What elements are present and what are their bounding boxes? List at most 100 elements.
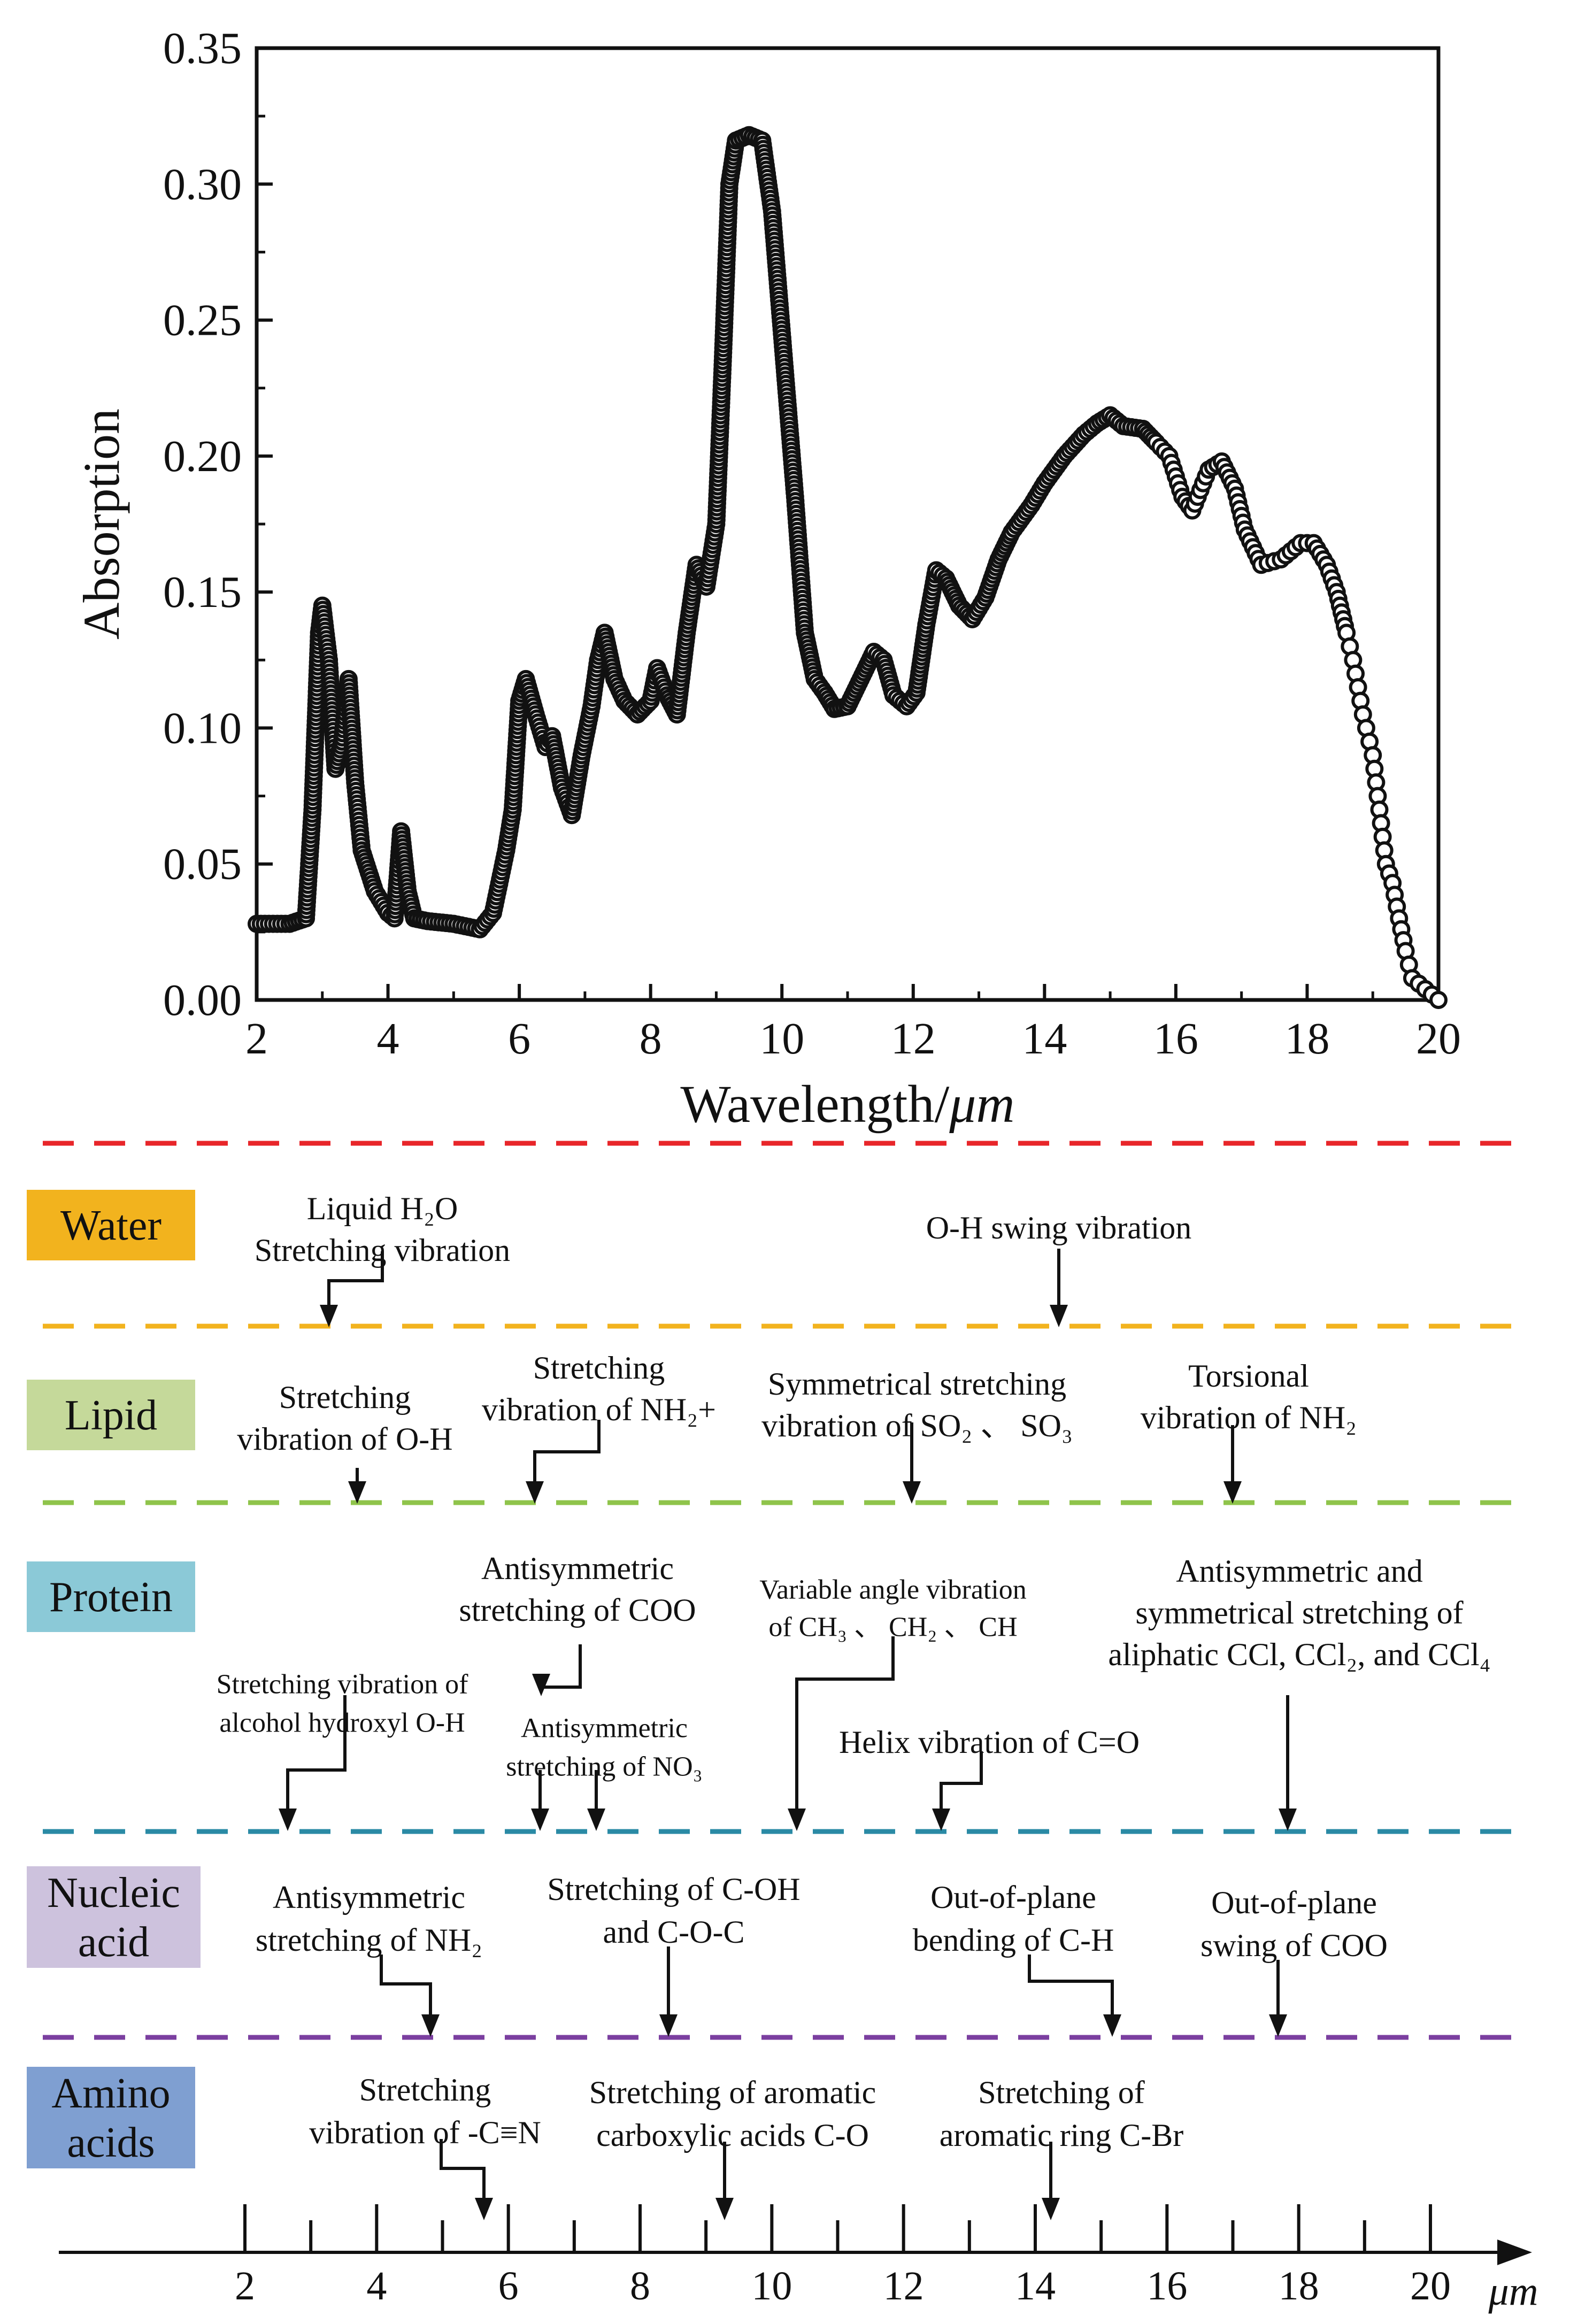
timeline-ticks: 2 4 6 8 10 12 14 16 18 20 [235, 2204, 1451, 2308]
category-water: Water [27, 1190, 195, 1260]
annotation-text: Helix vibration of C=O [839, 1725, 1140, 1760]
y-tick-label: 0.05 [163, 840, 242, 889]
data-point [1431, 992, 1446, 1007]
annotation-text: Antisymmetric [273, 1880, 465, 1915]
x-tick-label: 8 [640, 1014, 662, 1064]
timeline-tick-label: 20 [1410, 2264, 1451, 2308]
annotation: Liquid H₂OStretching vibration [255, 1191, 510, 1327]
y-tick-label: 0.30 [163, 159, 242, 209]
category-lipid: Lipid [27, 1380, 195, 1450]
annotation-text: vibration of SO₂ 、 SO₃ [761, 1408, 1073, 1443]
x-axis-label-text: Wavelength/ [680, 1074, 949, 1134]
annotation-leader [541, 1644, 580, 1690]
annotation-text: Antisymmetric [481, 1551, 674, 1586]
annotation: Stretchingvibration of NH₂+ [482, 1350, 716, 1504]
x-tick-label: 6 [508, 1014, 530, 1064]
timeline-tick-label: 10 [751, 2264, 792, 2308]
timeline-tick-label: 6 [498, 2264, 519, 2308]
x-tick-label: 18 [1284, 1014, 1329, 1064]
x-tick-label: 14 [1022, 1014, 1067, 1064]
annotation: O-H swing vibration [926, 1210, 1192, 1327]
annotation: Antisymmetric andsymmetrical stretching … [1108, 1553, 1490, 1831]
x-axis-ticks: 2 4 6 8 10 12 14 16 18 20 [245, 984, 1461, 1064]
category-label: Lipid [65, 1392, 157, 1439]
annotation-text: Liquid H₂O [307, 1191, 458, 1226]
y-tick-label: 0.25 [163, 296, 242, 345]
series-points [249, 128, 1446, 1007]
annotation-text: Antisymmetric [521, 1713, 688, 1744]
x-axis-label: Wavelength/μm [680, 1074, 1014, 1134]
annotation-text: Torsional [1188, 1358, 1309, 1394]
annotation-arrowhead [1279, 1809, 1297, 1831]
annotation-arrowhead [1103, 2014, 1121, 2037]
timeline-tick-label: 18 [1279, 2264, 1319, 2308]
y-tick-label: 0.00 [163, 975, 242, 1025]
timeline-tick-label: 2 [235, 2264, 255, 2308]
x-tick-label: 16 [1153, 1014, 1198, 1064]
x-tick-label: 20 [1416, 1014, 1461, 1064]
annotation-text: bending of C-H [913, 1922, 1114, 1958]
annotation-arrowhead [715, 2198, 734, 2220]
annotation-text: stretching of NH₂ [256, 1922, 482, 1958]
annotation-arrowhead [659, 2014, 678, 2037]
timeline-tick-label: 8 [630, 2264, 650, 2308]
annotation: Stretching of aromatic carboxylic acids C… [589, 2075, 876, 2220]
annotation-text: O-H swing vibration [926, 1210, 1192, 1245]
annotation-leader [1029, 1954, 1112, 2030]
annotation-text: vibration of NH₂ [1141, 1400, 1357, 1435]
annotation-arrowhead [932, 1809, 950, 1831]
x-tick-label: 10 [759, 1014, 804, 1064]
annotations: Liquid H₂OStretching vibration O-H swing … [217, 1191, 1491, 2220]
annotation-text: Stretching vibration of [217, 1669, 468, 1700]
annotation-arrowhead [475, 2198, 493, 2220]
timeline-tick-label: 14 [1015, 2264, 1056, 2308]
annotation: Stretching of C-OHand C-O-C [547, 1872, 800, 2037]
annotation-text: Stretching of [978, 2075, 1145, 2110]
annotation: Antisymmetric stretching of COO [459, 1551, 696, 1696]
annotation-text: vibration of -C≡N [309, 2115, 541, 2150]
x-axis-label-unit: μm [949, 1074, 1014, 1134]
annotation-text: aromatic ring C-Br [940, 2118, 1184, 2153]
annotation-text: Out-of-plane [930, 1880, 1096, 1915]
annotation-arrowhead [532, 1674, 550, 1696]
annotation-arrowhead [1042, 2198, 1060, 2220]
annotation-text: alcohol hydroxyl O-H [219, 1708, 465, 1738]
annotation: Stretching of aromatic ring C-Br [940, 2075, 1184, 2220]
timeline-tick-label: 4 [366, 2264, 387, 2308]
annotation-leader [381, 1954, 430, 2030]
timeline-tick-label: 16 [1146, 2264, 1187, 2308]
annotation-text: symmetrical stretching of [1135, 1595, 1463, 1630]
annotation: Symmetrical stretching vibration of SO₂ 、… [761, 1366, 1073, 1504]
annotation-arrowhead [587, 1809, 605, 1831]
annotation-text: stretching of COO [459, 1592, 696, 1628]
category-label: acids [67, 2119, 155, 2166]
annotation: Stretching vibration of alcohol hydroxyl … [217, 1669, 468, 1831]
annotation-arrowhead [421, 2014, 440, 2037]
annotation-text: Stretching of aromatic [589, 2075, 876, 2110]
annotation-text: swing of COO [1200, 1928, 1388, 1963]
annotation: Out-of-plane swing of COO [1200, 1885, 1388, 2037]
y-tick-label: 0.10 [163, 703, 242, 753]
annotation-leader [535, 1420, 599, 1497]
annotation: Out-of-plane bending of C-H [913, 1880, 1121, 2037]
absorption-chart: 0.000.050.100.150.200.250.300.35 2 4 6 8 10 1… [73, 24, 1461, 1134]
annotation-text: Stretching of C-OH [547, 1872, 800, 1907]
annotation-text: Stretching [359, 2072, 491, 2107]
annotation: Helix vibration of C=O [839, 1725, 1140, 1831]
annotation: Antisymmetric stretching of NH₂ [256, 1880, 482, 2037]
annotation-text: Stretching [279, 1380, 411, 1415]
timeline-unit: μm [1488, 2269, 1538, 2314]
category-label: Amino [51, 2070, 170, 2117]
annotation-arrowhead [279, 1809, 297, 1831]
timeline-arrowhead [1497, 2240, 1532, 2265]
y-tick-label: 0.35 [163, 24, 242, 73]
annotation-text: carboxylic acids C-O [596, 2118, 869, 2153]
annotation: Stretching vibration of -C≡N [309, 2072, 541, 2220]
annotation-text: Stretching [533, 1350, 665, 1386]
annotation-arrowhead [788, 1809, 806, 1831]
annotation: Antisymmetric stretching of NO₃ [506, 1713, 703, 1831]
category-protein: Protein [27, 1561, 195, 1632]
